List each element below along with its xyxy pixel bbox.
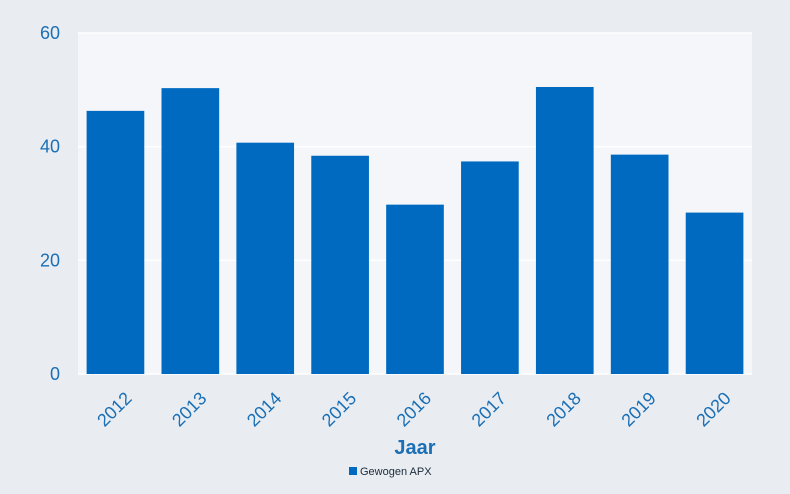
bar-2017: [461, 161, 519, 374]
x-tick-label: 2012: [93, 388, 135, 430]
x-tick-label: 2020: [692, 388, 734, 430]
y-tick-label: 60: [40, 23, 60, 43]
bar-2018: [535, 86, 594, 374]
x-tick-label: 2015: [318, 388, 360, 430]
x-tick-label: 2017: [468, 388, 510, 430]
bar-2019: [610, 154, 669, 374]
y-axis-ticks: 0 20 40 60: [40, 23, 60, 384]
legend-swatch: [349, 467, 357, 475]
x-tick-label: 2016: [393, 388, 435, 430]
bar-2015: [311, 155, 369, 374]
bar-2016: [386, 204, 444, 374]
y-tick-label: 0: [50, 364, 60, 384]
x-axis-ticks: 2012 2013 2014 2015 2016 2017 2018 2019 2020: [93, 388, 735, 430]
x-tick-label: 2014: [243, 388, 285, 430]
y-tick-label: 40: [40, 137, 60, 157]
legend: Gewogen APX: [349, 466, 432, 478]
y-tick-label: 20: [40, 250, 60, 270]
bar-2020: [685, 212, 744, 374]
x-tick-label: 2018: [543, 388, 585, 430]
x-axis-title: Jaar: [394, 437, 435, 459]
legend-label: Gewogen APX: [360, 466, 432, 478]
bar-2012: [86, 110, 145, 374]
bars: [86, 86, 744, 375]
x-tick-label: 2013: [168, 388, 210, 430]
x-tick-label: 2019: [617, 388, 659, 430]
bar-2013: [161, 88, 220, 375]
bar-2014: [236, 142, 295, 374]
